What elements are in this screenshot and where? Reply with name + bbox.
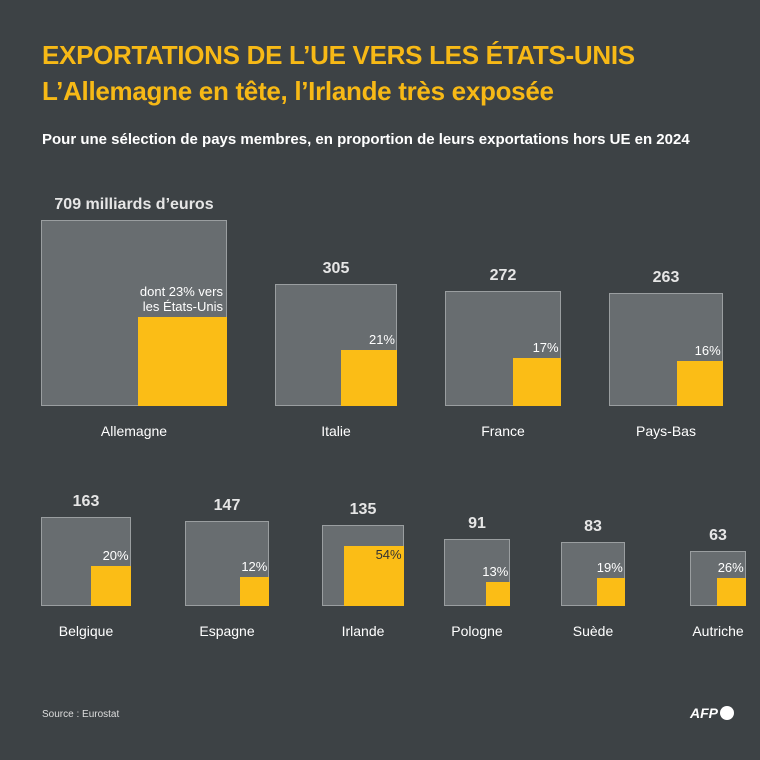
pct-label: 21% bbox=[369, 332, 395, 347]
value-label: 263 bbox=[652, 268, 680, 286]
afp-logo-dot bbox=[720, 706, 734, 720]
value-label: 163 bbox=[72, 492, 100, 510]
pct-label: 26% bbox=[718, 560, 744, 575]
value-label: 305 bbox=[322, 260, 350, 277]
us-share-square bbox=[90, 566, 131, 606]
us-share-square bbox=[341, 350, 397, 406]
value-label: 135 bbox=[349, 500, 377, 518]
value-label: 147 bbox=[213, 497, 241, 515]
pct-label: dont 23% vers les États-Unis bbox=[140, 284, 223, 314]
pct-label: 17% bbox=[533, 340, 559, 355]
pct-label: 19% bbox=[597, 560, 623, 575]
subtitle: L’Allemagne en tête, l’Irlande très expo… bbox=[42, 76, 554, 106]
us-share-square bbox=[486, 581, 511, 606]
us-share-square bbox=[717, 577, 746, 606]
value-label: 272 bbox=[489, 266, 517, 284]
pct-label: 54% bbox=[376, 547, 402, 562]
country-label: Suède bbox=[572, 623, 614, 639]
value-label: 63 bbox=[709, 526, 727, 544]
pct-label-line: 20% bbox=[102, 548, 129, 564]
country-label: Allemagne bbox=[100, 423, 168, 439]
country-label: Irlande bbox=[341, 623, 385, 639]
country-label: Espagne bbox=[199, 623, 255, 639]
source: Source : Eurostat bbox=[42, 709, 120, 720]
pct-label-line: 13% bbox=[482, 563, 509, 579]
country-label: Pays-Bas bbox=[636, 423, 696, 439]
pct-label-line: 17% bbox=[532, 340, 559, 356]
pct-label: 16% bbox=[695, 343, 721, 358]
country-label: Italie bbox=[321, 423, 351, 439]
pct-label-line: les États-Unis bbox=[142, 298, 223, 314]
pct-label: 20% bbox=[103, 548, 129, 563]
us-share-square bbox=[240, 576, 270, 606]
country-label: Belgique bbox=[58, 623, 114, 639]
afp-logo-text: AFP bbox=[690, 705, 718, 721]
country-label: Autriche bbox=[692, 623, 744, 639]
pct-label: 13% bbox=[482, 564, 508, 579]
pct-label-line: 21% bbox=[368, 332, 395, 348]
pct-label-line: 12% bbox=[241, 558, 268, 574]
us-share-square bbox=[513, 358, 561, 406]
pct-label-line: 54% bbox=[375, 547, 402, 563]
pct-label-line: 16% bbox=[694, 342, 721, 358]
us-share-square bbox=[343, 546, 404, 606]
us-share-square bbox=[137, 316, 227, 406]
pct-label-line: 26% bbox=[717, 559, 744, 575]
title: EXPORTATIONS DE L’UE VERS LES ÉTATS-UNIS bbox=[42, 40, 635, 70]
description: Pour une sélection de pays membres, en p… bbox=[42, 131, 690, 148]
value-label: 91 bbox=[468, 515, 486, 533]
country-label: France bbox=[481, 423, 525, 439]
country-label: Pologne bbox=[451, 623, 503, 639]
afp-logo: AFP bbox=[690, 705, 734, 721]
pct-label: 12% bbox=[241, 559, 267, 574]
us-share-square bbox=[597, 578, 625, 606]
value-label: 709 milliards d’euros bbox=[54, 196, 214, 213]
pct-label-line: 19% bbox=[596, 560, 623, 576]
value-label: 83 bbox=[584, 518, 602, 536]
pct-label-line: dont 23% vers bbox=[139, 283, 223, 299]
us-share-square bbox=[677, 360, 723, 406]
